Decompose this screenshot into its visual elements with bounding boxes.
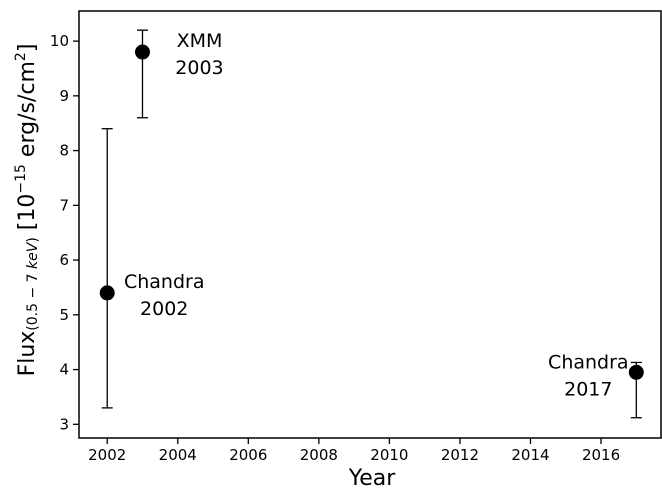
point-label: Chandra 2002 xyxy=(124,271,205,320)
x-tick-label: 2008 xyxy=(300,446,338,464)
y-tick-label: 9 xyxy=(59,87,69,105)
data-point xyxy=(99,285,115,301)
point-label: XMM 2003 xyxy=(175,30,223,79)
y-tick-label: 7 xyxy=(59,196,69,214)
x-tick-label: 2012 xyxy=(441,446,479,464)
y-tick-label: 6 xyxy=(59,251,69,269)
x-axis-label: Year xyxy=(348,466,397,488)
y-tick-label: 4 xyxy=(59,361,69,379)
y-tick-label: 8 xyxy=(59,142,69,160)
x-tick-label: 2016 xyxy=(582,446,620,464)
plot-frame xyxy=(78,10,662,439)
x-tick-label: 2014 xyxy=(511,446,549,464)
y-tick-label: 5 xyxy=(59,306,69,324)
y-tick-label: 3 xyxy=(59,415,69,433)
data-point xyxy=(134,44,150,60)
point-label: Chandra 2017 xyxy=(548,351,629,400)
y-tick-label: 10 xyxy=(50,32,69,50)
data-point xyxy=(628,364,644,380)
x-tick-label: 2006 xyxy=(229,446,267,464)
axis-ticks: 2002 2004 2006 2008 2010 2012 2014 2016 3 4 5 6 7 8 9 1… xyxy=(50,32,620,464)
y-axis-label: Flux(0.5 − 7 keV) [10−15 erg/s/cm2] xyxy=(13,44,41,377)
x-tick-label: 2002 xyxy=(88,446,126,464)
data-marks: Chandra 2002 XMM 2003 Chandra 2017 xyxy=(99,29,644,419)
x-tick-label: 2004 xyxy=(159,446,197,464)
x-tick-label: 2010 xyxy=(370,446,408,464)
